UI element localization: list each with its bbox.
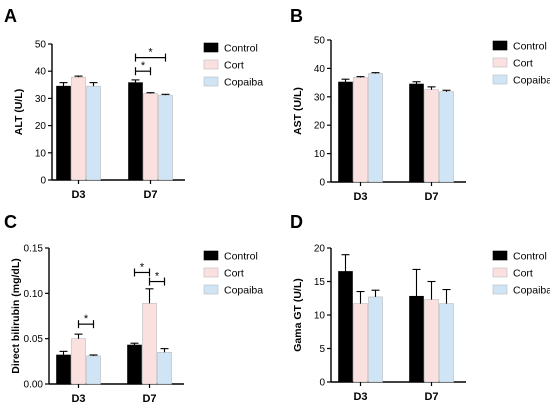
bar-cort-d3 [71, 338, 86, 385]
panel-b: B 0 10 20 30 40 50 AST (U/L) D3 D7 Control Cort Copa… [290, 6, 550, 203]
bar-cort-d3 [353, 303, 368, 383]
legend-swatch-control [492, 250, 508, 261]
bar-cort-d3 [71, 76, 86, 181]
y-tick-label: 20 [314, 244, 326, 255]
x-tick-label: D7 [424, 191, 438, 203]
bar-cort-d7 [142, 303, 157, 385]
y-tick-label: 0 [319, 178, 325, 189]
legend-entry-copaiba: Copaiba [513, 75, 550, 87]
panel-a: A 0 10 20 30 40 50 ALT (U/L) D3 D7 ** Control Cort Co… [4, 6, 263, 201]
legend-entry-cort: Cort [224, 268, 244, 280]
significance-label: * [140, 261, 145, 273]
legend-entry-copaiba: Copaiba [224, 285, 263, 297]
bar-copaiba-d3 [86, 355, 101, 385]
y-tick-label: 10 [314, 149, 326, 160]
legend-swatch-control [203, 250, 219, 261]
bar-control-d7 [127, 344, 142, 385]
y-tick-label: 40 [314, 64, 326, 75]
x-tick-label: D7 [143, 189, 157, 201]
legend-entry-copaiba: Copaiba [224, 77, 263, 89]
x-tick-label: D7 [424, 391, 438, 402]
bar-control-d3 [338, 81, 353, 183]
x-tick-label: D3 [353, 391, 367, 402]
legend-entry-control: Control [513, 41, 547, 53]
panel-letter: C [4, 212, 17, 232]
y-tick-label: 15 [314, 277, 326, 288]
bar-control-d3 [338, 271, 353, 383]
legend-entry-copaiba: Copaiba [513, 285, 550, 297]
bar-control-d3 [56, 85, 71, 181]
y-tick-label: 0 [40, 176, 46, 187]
panel-d: D 0 5 10 15 20 Gama GT (U/L) D3 D7 Control Cort Cop… [290, 212, 550, 402]
significance-label: * [141, 60, 146, 72]
y-tick-label: 30 [35, 94, 47, 105]
y-tick-label: 50 [35, 40, 47, 51]
y-tick-label: 10 [314, 311, 326, 322]
significance-label: * [84, 313, 89, 325]
y-axis-title: ALT (U/L) [13, 89, 25, 135]
bar-cort-d7 [424, 89, 439, 183]
y-tick-label: 0.15 [24, 244, 44, 255]
panel-letter: D [290, 212, 303, 232]
bar-control-d3 [56, 354, 71, 385]
bar-copaiba-d3 [368, 73, 383, 183]
bar-control-d7 [409, 83, 424, 183]
y-tick-label: 20 [35, 121, 47, 132]
legend-entry-control: Control [224, 43, 258, 55]
bar-control-d7 [128, 82, 143, 181]
y-tick-label: 5 [319, 344, 325, 355]
y-axis-title: Gama GT (U/L) [292, 278, 304, 352]
x-tick-label: D3 [353, 191, 367, 203]
legend-swatch-control [203, 42, 219, 53]
bar-copaiba-d7 [157, 351, 172, 385]
x-tick-label: D3 [71, 393, 85, 402]
y-axis-title: Direct bilirubin (mg/dL) [10, 258, 22, 374]
legend-swatch-cort [203, 59, 219, 70]
bar-copaiba-d7 [439, 91, 454, 183]
y-tick-label: 0.05 [24, 334, 44, 345]
legend-entry-cort: Cort [224, 60, 244, 72]
legend-entry-control: Control [224, 251, 258, 263]
y-tick-label: 40 [35, 67, 47, 78]
legend-entry-control: Control [513, 251, 547, 263]
bar-cort-d7 [143, 93, 158, 181]
x-tick-label: D3 [71, 189, 85, 201]
y-tick-label: 50 [314, 36, 326, 47]
legend-swatch-copaiba [203, 284, 219, 295]
y-tick-label: 30 [314, 92, 326, 103]
legend-entry-cort: Cort [513, 58, 533, 70]
x-tick-label: D7 [142, 393, 156, 402]
panel-letter: B [290, 6, 303, 26]
y-tick-label: 0.10 [24, 289, 44, 300]
significance-label: * [148, 47, 153, 59]
legend-swatch-copaiba [492, 74, 508, 85]
y-tick-label: 0 [319, 378, 325, 389]
bar-copaiba-d7 [439, 303, 454, 383]
legend-swatch-copaiba [203, 76, 219, 87]
y-axis-title: AST (U/L) [292, 87, 304, 135]
bar-copaiba-d7 [158, 94, 173, 181]
bar-control-d7 [409, 295, 424, 383]
bar-cort-d7 [424, 299, 439, 383]
legend-swatch-copaiba [492, 284, 508, 295]
y-tick-label: 20 [314, 121, 326, 132]
panel-letter: A [4, 6, 17, 26]
legend-entry-cort: Cort [513, 268, 533, 280]
y-tick-label: 0.00 [24, 380, 44, 391]
significance-label: * [155, 271, 160, 283]
legend-swatch-control [492, 40, 508, 51]
bar-copaiba-d3 [368, 296, 383, 383]
bar-cort-d3 [353, 77, 368, 183]
y-tick-label: 10 [35, 148, 47, 159]
legend-swatch-cort [492, 267, 508, 278]
legend-swatch-cort [203, 267, 219, 278]
bar-copaiba-d3 [86, 85, 101, 181]
legend-swatch-cort [492, 57, 508, 68]
